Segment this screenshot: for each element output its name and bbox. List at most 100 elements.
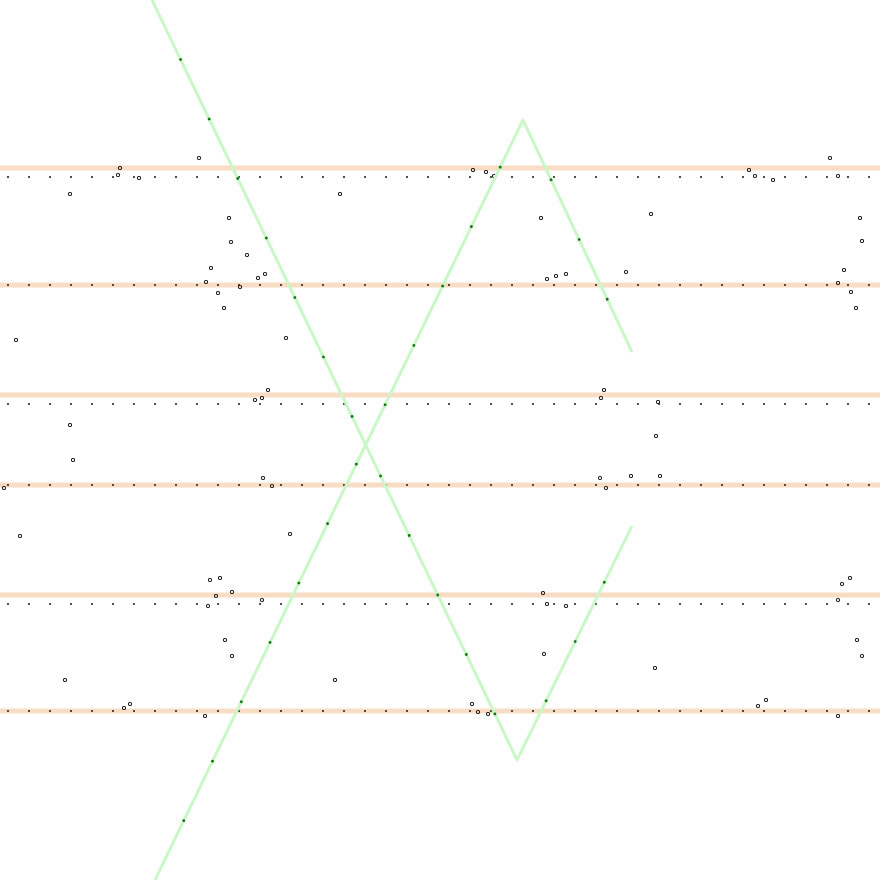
trace-marker xyxy=(441,284,445,288)
noise-mark xyxy=(215,290,221,296)
band-tick xyxy=(553,403,555,405)
band-tick xyxy=(364,710,366,712)
band-tick xyxy=(721,176,723,178)
band-tick xyxy=(469,176,471,178)
band-tick xyxy=(112,284,114,286)
band-tick xyxy=(175,284,177,286)
noise-mark xyxy=(259,395,265,401)
band-tick xyxy=(532,176,534,178)
band-tick xyxy=(511,284,513,286)
band-tick xyxy=(700,484,702,486)
band-tick xyxy=(658,710,660,712)
band-tick xyxy=(49,484,51,486)
trace-marker xyxy=(264,236,268,240)
band-tick xyxy=(574,284,576,286)
band-tick xyxy=(469,484,471,486)
noise-mark xyxy=(848,289,854,295)
band-tick xyxy=(532,603,534,605)
band-tick xyxy=(112,176,114,178)
band-tick xyxy=(301,484,303,486)
band-tick xyxy=(406,403,408,405)
band-tick xyxy=(406,710,408,712)
band-tick xyxy=(133,710,135,712)
noise-mark xyxy=(332,677,338,683)
noise-mark xyxy=(835,713,841,719)
band-tick xyxy=(259,284,261,286)
band-tick xyxy=(133,176,135,178)
noise-mark xyxy=(755,703,761,709)
band-tick xyxy=(637,710,639,712)
band-tick xyxy=(616,284,618,286)
band-tick xyxy=(91,176,93,178)
band-tick xyxy=(595,176,597,178)
band-tick xyxy=(574,710,576,712)
noise-mark xyxy=(653,433,659,439)
band-tick xyxy=(217,484,219,486)
band-tick xyxy=(175,403,177,405)
band-tick xyxy=(532,284,534,286)
band-tick xyxy=(826,484,828,486)
band-tick xyxy=(763,403,765,405)
trace-marker xyxy=(412,343,416,347)
noise-mark xyxy=(540,590,546,596)
noise-mark xyxy=(655,399,661,405)
trace-line xyxy=(153,118,634,880)
band-tick xyxy=(196,284,198,286)
band-tick xyxy=(721,403,723,405)
band-tick xyxy=(427,403,429,405)
band-tick xyxy=(112,484,114,486)
band-tick xyxy=(700,176,702,178)
band-tick xyxy=(448,603,450,605)
noise-mark xyxy=(337,191,343,197)
band-tick xyxy=(280,176,282,178)
band-tick xyxy=(133,284,135,286)
noise-mark xyxy=(208,265,214,271)
band-tick xyxy=(784,176,786,178)
noise-mark xyxy=(252,397,258,403)
band-tick xyxy=(805,484,807,486)
band-tick xyxy=(322,176,324,178)
trace-marker xyxy=(407,534,411,537)
band-tick xyxy=(196,710,198,712)
band-tick xyxy=(364,603,366,605)
band-tick xyxy=(616,710,618,712)
band-tick xyxy=(616,176,618,178)
noise-mark xyxy=(213,593,219,599)
band-tick xyxy=(511,176,513,178)
band-3 xyxy=(0,392,880,405)
band-tick xyxy=(70,176,72,178)
band-tick xyxy=(7,710,9,712)
band-tick xyxy=(112,403,114,405)
band-tick xyxy=(532,403,534,405)
band-tick xyxy=(364,484,366,486)
band-tick xyxy=(259,484,261,486)
noise-layer xyxy=(1,155,865,719)
band-tick xyxy=(322,710,324,712)
band-tick xyxy=(448,284,450,286)
band-tick xyxy=(91,284,93,286)
noise-mark xyxy=(287,531,293,537)
trace-marker xyxy=(544,699,548,703)
trace-marker xyxy=(326,522,329,525)
trace-marker xyxy=(350,415,354,418)
band-tick xyxy=(847,284,849,286)
band-tick xyxy=(7,176,9,178)
noise-mark xyxy=(847,575,853,581)
band-tick xyxy=(784,603,786,605)
trace-marker xyxy=(498,165,502,169)
band-tick xyxy=(280,710,282,712)
band-tick xyxy=(574,484,576,486)
band-tick xyxy=(637,484,639,486)
band-tick xyxy=(511,484,513,486)
noise-mark xyxy=(628,473,634,479)
band-tick xyxy=(154,484,156,486)
band-tick xyxy=(175,603,177,605)
noise-mark xyxy=(469,701,475,707)
band-tick xyxy=(385,284,387,286)
band-tick xyxy=(826,176,828,178)
trace-marker xyxy=(383,403,387,407)
band-tick xyxy=(7,603,9,605)
band-tick xyxy=(427,176,429,178)
noise-mark xyxy=(541,651,547,657)
